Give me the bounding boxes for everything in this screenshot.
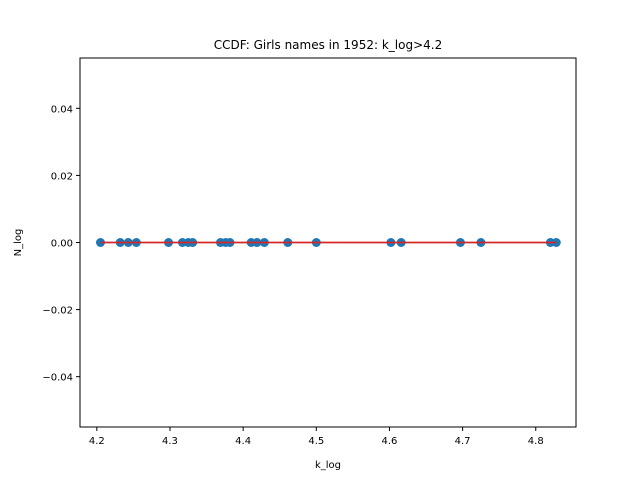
- y-tick-label: −0.02: [42, 306, 73, 317]
- y-tick-label: 0.04: [51, 104, 73, 115]
- x-tick-label: 4.7: [455, 436, 471, 447]
- chart-title: CCDF: Girls names in 1952: k_log>4.2: [214, 38, 442, 52]
- axis-ticks: 4.2 4.3 4.4 4.5 4.6 4.7 4.8 −0.04 −0.02 0.00 0.02 0…: [42, 104, 543, 447]
- y-axis-label: N_log: [13, 229, 24, 257]
- x-tick-label: 4.2: [89, 436, 105, 447]
- x-axis-label: k_log: [315, 460, 341, 471]
- y-tick-label: 0.02: [51, 171, 73, 182]
- x-tick-label: 4.5: [308, 436, 324, 447]
- plot-area: [95, 238, 561, 247]
- y-tick-label: 0.00: [51, 239, 73, 250]
- x-tick-label: 4.8: [528, 436, 544, 447]
- x-tick-label: 4.4: [235, 436, 251, 447]
- x-tick-label: 4.6: [381, 436, 397, 447]
- y-tick-label: −0.04: [42, 373, 73, 384]
- x-tick-label: 4.3: [162, 436, 178, 447]
